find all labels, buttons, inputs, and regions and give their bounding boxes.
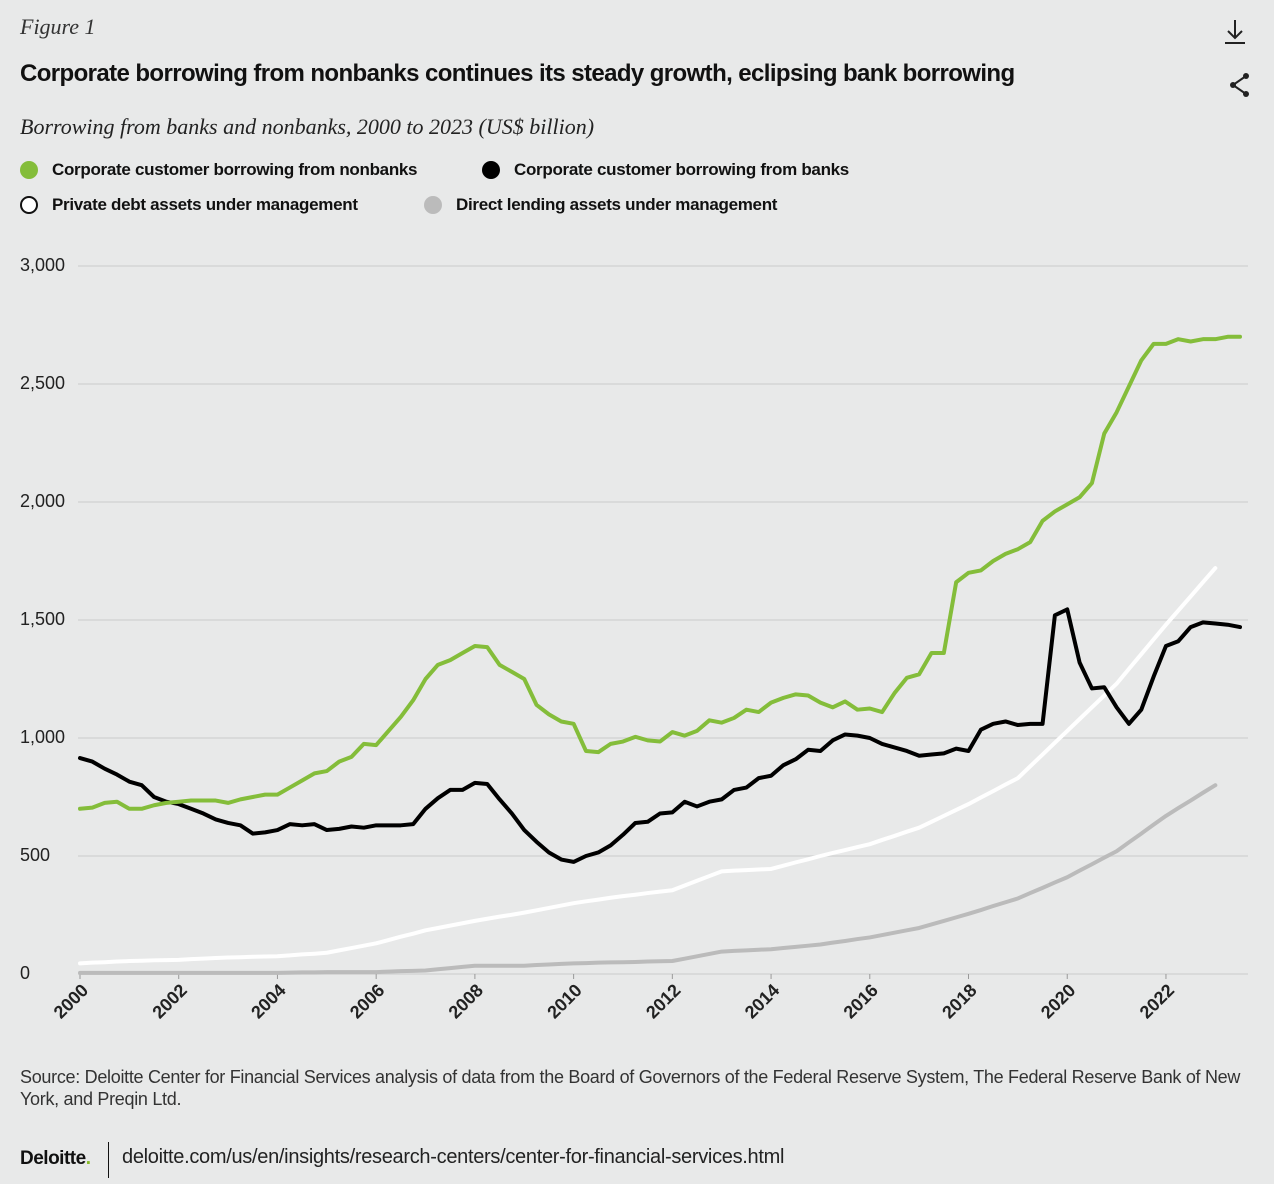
share-icon[interactable] — [1228, 72, 1252, 100]
x-tick-label: 2014 — [741, 980, 783, 1022]
x-tick-label: 2020 — [1037, 980, 1079, 1022]
footer-url[interactable]: deloitte.com/us/en/insights/research-cen… — [122, 1146, 785, 1168]
brand-dot: . — [85, 1148, 91, 1169]
brand-logo: Deloitte. — [20, 1148, 91, 1170]
x-tick-label: 2016 — [840, 980, 882, 1022]
y-tick-label: 0 — [20, 963, 30, 983]
legend-item: Private debt assets under management — [20, 195, 358, 215]
x-tick-label: 2004 — [247, 980, 289, 1022]
y-tick-label: 2,500 — [20, 373, 65, 393]
y-tick-label: 500 — [20, 845, 50, 865]
x-tick-label: 2022 — [1136, 980, 1178, 1022]
x-tick-label: 2012 — [642, 980, 684, 1022]
x-tick-label: 2008 — [445, 980, 487, 1022]
chart-subtitle: Borrowing from banks and nonbanks, 2000 … — [20, 114, 595, 139]
legend-label: Private debt assets under management — [52, 195, 358, 214]
legend-item: Direct lending assets under management — [424, 195, 777, 215]
y-tick-label: 1,500 — [20, 609, 65, 629]
x-tick-label: 2006 — [346, 980, 388, 1022]
x-tick-label: 2010 — [543, 980, 585, 1022]
x-tick-label: 2000 — [50, 980, 92, 1022]
download-icon[interactable] — [1222, 18, 1248, 46]
legend-marker — [482, 161, 500, 179]
series-line — [78, 334, 1242, 811]
legend-item: Corporate customer borrowing from banks — [482, 160, 849, 180]
legend-marker — [20, 161, 38, 179]
y-tick-label: 3,000 — [20, 255, 65, 275]
legend-label: Corporate customer borrowing from banks — [514, 160, 849, 179]
y-tick-label: 2,000 — [20, 491, 65, 511]
legend-marker — [20, 196, 38, 214]
separator — [108, 1142, 109, 1178]
x-tick-label: 2018 — [938, 980, 980, 1022]
legend-label: Corporate customer borrowing from nonban… — [52, 160, 418, 179]
series-line — [78, 607, 1242, 864]
legend-marker — [424, 196, 442, 214]
y-tick-label: 1,000 — [20, 727, 65, 747]
series-line — [78, 566, 1218, 966]
x-tick-label: 2002 — [148, 980, 190, 1022]
source-note: Source: Deloitte Center for Financial Se… — [20, 1067, 1241, 1109]
chart: 0 500 1,000 1,500 2,000 2,500 3,000 2000 2002 200… — [20, 255, 1248, 1023]
series-line — [78, 783, 1218, 975]
figure-label: Figure 1 — [20, 14, 96, 39]
legend-label: Direct lending assets under management — [456, 195, 778, 214]
chart-title: Corporate borrowing from nonbanks contin… — [20, 60, 1015, 87]
legend-item: Corporate customer borrowing from nonban… — [20, 160, 418, 180]
brand-name: Deloitte — [20, 1148, 86, 1169]
